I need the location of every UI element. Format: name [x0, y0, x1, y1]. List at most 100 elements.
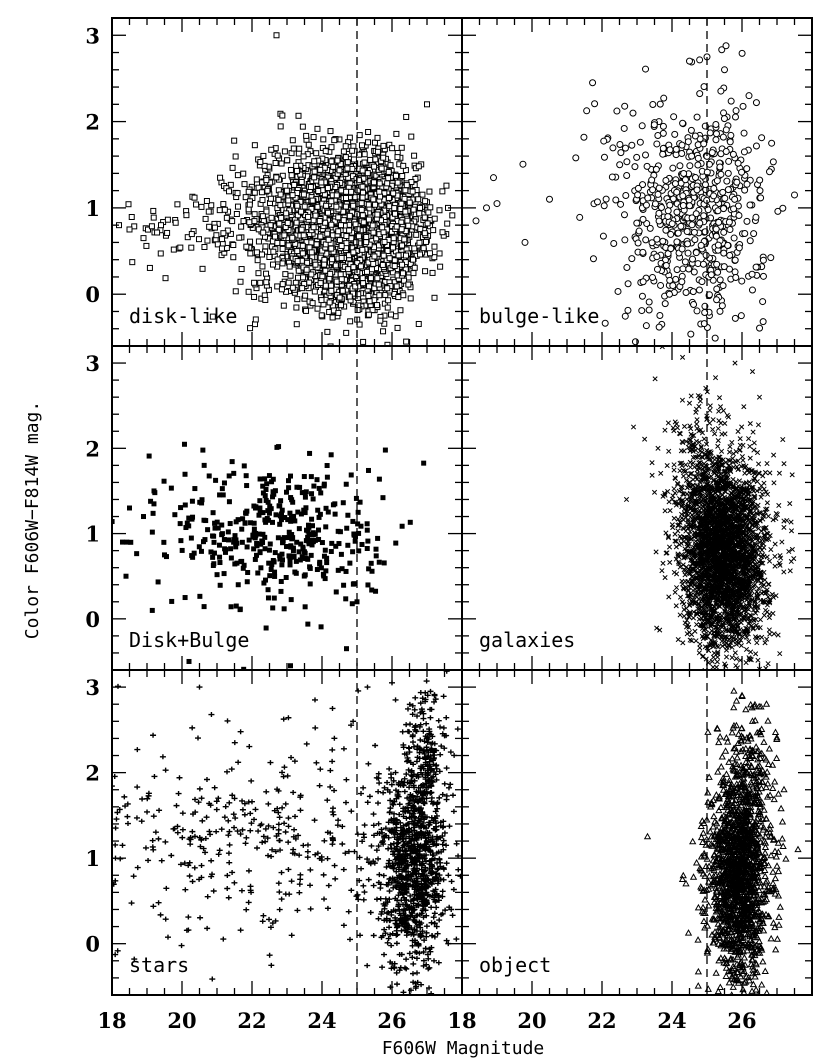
data-point [673, 188, 681, 196]
data-point [624, 306, 632, 314]
data-point [337, 222, 344, 229]
data-point [294, 258, 301, 265]
data-point [410, 270, 417, 277]
data-point [612, 196, 620, 204]
data-point [193, 201, 200, 208]
data-point [267, 195, 274, 202]
data-point [365, 292, 372, 299]
data-point [293, 219, 300, 226]
data-point [289, 192, 296, 199]
data-point [644, 194, 652, 202]
data-point [267, 222, 274, 229]
data-point [741, 186, 749, 194]
data-point [254, 257, 261, 264]
data-point [259, 263, 266, 270]
data-point [313, 150, 320, 157]
data-point [398, 226, 405, 233]
data-point [409, 188, 416, 195]
data-point [714, 268, 722, 276]
data-point [198, 203, 205, 210]
data-point [174, 201, 181, 208]
data-point [743, 217, 751, 225]
data-point [735, 244, 743, 252]
data-point [196, 544, 202, 550]
data-point [430, 227, 437, 234]
data-point [624, 280, 632, 288]
data-point [635, 227, 643, 235]
data-point [493, 200, 501, 208]
data-point [398, 144, 405, 151]
data-point [679, 265, 687, 273]
data-point [402, 208, 409, 215]
data-point [128, 214, 135, 221]
data-point [289, 284, 296, 291]
data-point [692, 174, 700, 182]
panel-label: disk-like [129, 304, 237, 328]
data-point [609, 144, 617, 152]
data-point [246, 219, 253, 226]
data-point [662, 262, 670, 270]
data-point [355, 233, 362, 240]
data-point [240, 170, 247, 177]
data-point [328, 245, 335, 252]
data-point [356, 132, 363, 139]
data-point [382, 291, 389, 298]
data-point [299, 242, 306, 249]
data-point [621, 102, 629, 110]
data-point [364, 170, 371, 177]
data-point [717, 87, 725, 95]
data-point [639, 215, 647, 223]
data-point [712, 121, 720, 129]
data-point [310, 134, 317, 141]
data-point [170, 246, 177, 253]
data-point [748, 270, 756, 278]
data-point [229, 164, 236, 171]
data-point [208, 202, 215, 209]
data-point [272, 160, 279, 167]
data-point [348, 188, 355, 195]
data-point [347, 318, 354, 325]
data-point [642, 236, 650, 244]
data-point [657, 281, 665, 289]
data-point [365, 582, 371, 588]
data-point [371, 253, 378, 260]
data-point [732, 107, 740, 115]
data-point [642, 322, 650, 330]
data-point [727, 131, 735, 139]
data-point [687, 126, 695, 134]
data-point [756, 324, 764, 332]
data-point [411, 152, 418, 159]
data-point [162, 275, 169, 282]
data-point [359, 212, 366, 219]
data-point [279, 112, 286, 119]
data-point [664, 207, 672, 215]
data-point [328, 158, 335, 165]
data-point [666, 146, 674, 154]
data-point [251, 189, 258, 196]
data-point [774, 207, 782, 215]
data-point [389, 145, 396, 152]
data-point [748, 286, 756, 294]
data-point [666, 201, 674, 209]
data-point [731, 195, 739, 203]
data-point [743, 180, 751, 188]
data-point [255, 226, 262, 233]
data-point [359, 167, 366, 174]
data-point [769, 158, 777, 166]
data-point [376, 188, 383, 195]
data-point [404, 217, 411, 224]
data-point [299, 250, 306, 257]
data-point [757, 194, 765, 202]
data-point [370, 179, 377, 186]
data-point [333, 192, 340, 199]
data-point [155, 579, 161, 585]
data-point [279, 260, 286, 267]
data-point [589, 79, 597, 87]
data-point [255, 270, 262, 277]
data-point [350, 249, 357, 256]
data-point [245, 206, 252, 213]
data-point [698, 359, 704, 365]
data-point [391, 263, 398, 270]
data-point [373, 302, 380, 309]
data-point [391, 290, 398, 297]
